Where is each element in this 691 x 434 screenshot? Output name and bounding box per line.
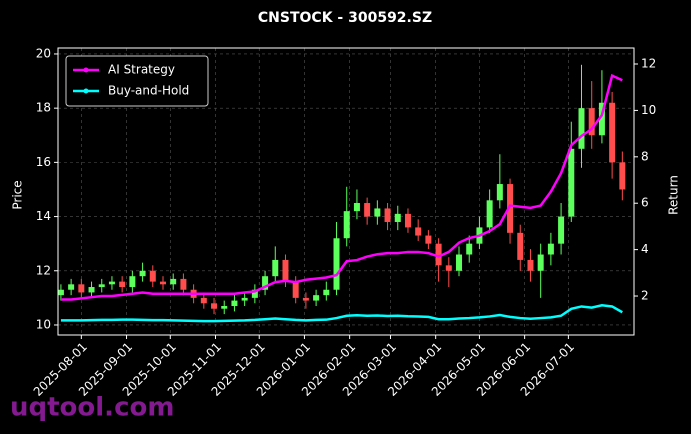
line-series xyxy=(60,73,623,301)
y2-tick-label: 6 xyxy=(641,196,649,210)
candle-body xyxy=(353,203,360,212)
candle-body xyxy=(598,102,605,136)
candle-body xyxy=(394,213,401,222)
candle-body xyxy=(57,289,64,296)
candle-body xyxy=(323,289,330,296)
candle-body xyxy=(68,284,75,290)
y-tick-label: 10 xyxy=(36,317,51,331)
candle-body xyxy=(333,238,340,290)
candle-body xyxy=(262,276,269,290)
candle-body xyxy=(221,306,228,309)
candle-body xyxy=(98,284,105,288)
chart-title: CNSTOCK - 300592.SZ xyxy=(258,10,432,26)
candle-body xyxy=(619,162,626,190)
y2-tick-label: 8 xyxy=(641,149,649,163)
candle-body xyxy=(496,184,503,201)
candle-body xyxy=(578,108,585,149)
y2-tick-label: 2 xyxy=(641,289,649,303)
legend-box xyxy=(65,55,209,107)
candle-body xyxy=(384,208,391,222)
candle-body xyxy=(272,259,279,277)
y2-tick-label: 4 xyxy=(641,242,649,256)
candle-body xyxy=(119,281,126,288)
watermark: uqtool.com xyxy=(10,393,174,423)
line-series xyxy=(60,304,623,323)
candle-body xyxy=(159,281,166,285)
candle-body xyxy=(364,203,371,217)
candle-body xyxy=(282,259,289,282)
candle-body xyxy=(231,300,238,307)
candle-body xyxy=(425,235,432,244)
candle-body xyxy=(527,259,534,271)
legend-marker xyxy=(83,67,89,73)
candle-body xyxy=(170,278,177,285)
candle-body xyxy=(568,148,575,217)
candle-body xyxy=(547,243,554,255)
candle-body xyxy=(78,284,85,293)
candle-body xyxy=(292,281,299,298)
candle-body xyxy=(313,295,320,301)
candle-body xyxy=(108,281,115,285)
y-tick-label: 14 xyxy=(36,209,51,223)
y2-axis-label: Return xyxy=(667,175,681,215)
legend-label: Buy-and-Hold xyxy=(108,84,189,98)
candle-body xyxy=(302,297,309,301)
candle-body xyxy=(343,211,350,239)
y-tick-label: 20 xyxy=(36,46,51,60)
candle-body xyxy=(200,297,207,304)
candle-body xyxy=(251,289,258,298)
candle-body xyxy=(435,243,442,266)
candle-body xyxy=(466,243,473,255)
candle-body xyxy=(588,108,595,136)
candle-body xyxy=(139,270,146,277)
candle-body xyxy=(507,184,514,233)
y2-tick-label: 10 xyxy=(641,103,656,117)
candle-body xyxy=(241,297,248,301)
candle-body xyxy=(149,270,156,282)
candle-body xyxy=(558,216,565,244)
y-tick-label: 12 xyxy=(36,263,51,277)
y2-tick-label: 12 xyxy=(641,57,656,71)
candle-body xyxy=(517,232,524,260)
y-tick-label: 16 xyxy=(36,155,51,169)
candle-body xyxy=(211,303,218,309)
candle-body xyxy=(88,287,95,293)
candle-body xyxy=(609,102,616,163)
candle-body xyxy=(129,276,136,288)
legend-label: AI Strategy xyxy=(108,63,175,77)
candle-body xyxy=(486,200,493,228)
y-tick-label: 18 xyxy=(36,101,51,115)
y-axis-label: Price xyxy=(11,180,25,209)
plot-frame xyxy=(57,47,635,336)
candle-body xyxy=(374,208,381,217)
candle-body xyxy=(415,227,422,236)
candle-body xyxy=(180,278,187,290)
candle-body xyxy=(537,254,544,271)
candle-body xyxy=(456,254,463,271)
candle-body xyxy=(404,213,411,228)
candle-body xyxy=(445,265,452,271)
legend-marker xyxy=(83,88,89,94)
